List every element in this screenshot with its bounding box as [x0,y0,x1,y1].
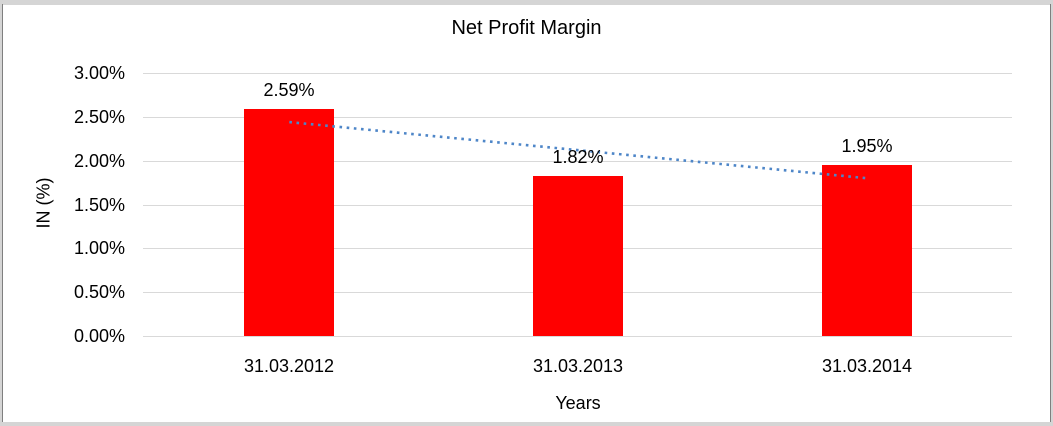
x-tick-label: 31.03.2013 [532,356,624,376]
frame-edge-bottom [0,422,1053,426]
y-tick-label: 2.00% [73,151,125,171]
chart-title: Net Profit Margin [451,17,602,39]
y-tick-label: 1.00% [73,238,125,258]
frame-edge-left [0,0,2,426]
y-axis-title: IN (%) [33,177,54,229]
x-axis-title: Years [555,393,601,413]
y-tick-label: 2.50% [73,107,125,127]
frame-border-right [1050,4,1051,422]
y-tick-label: 3.00% [73,63,125,83]
y-tick-label: 1.50% [73,195,125,215]
bar-value-label: 1.82% [552,147,604,167]
bar-value-label: 2.59% [263,80,315,100]
x-axis-line [143,336,1012,337]
gridline [143,117,1012,118]
frame-edge-right [1051,0,1053,426]
y-tick-label: 0.00% [73,326,125,346]
frame-edge-top [0,0,1053,5]
x-tick-label: 31.03.2012 [243,356,335,376]
gridline [143,73,1012,74]
y-tick-label: 0.50% [73,282,125,302]
frame-border-left [2,4,3,422]
bar [822,165,912,336]
bar [244,109,334,336]
x-tick-label: 31.03.2014 [821,356,913,376]
bar-value-label: 1.95% [841,136,893,156]
bar [533,176,623,336]
